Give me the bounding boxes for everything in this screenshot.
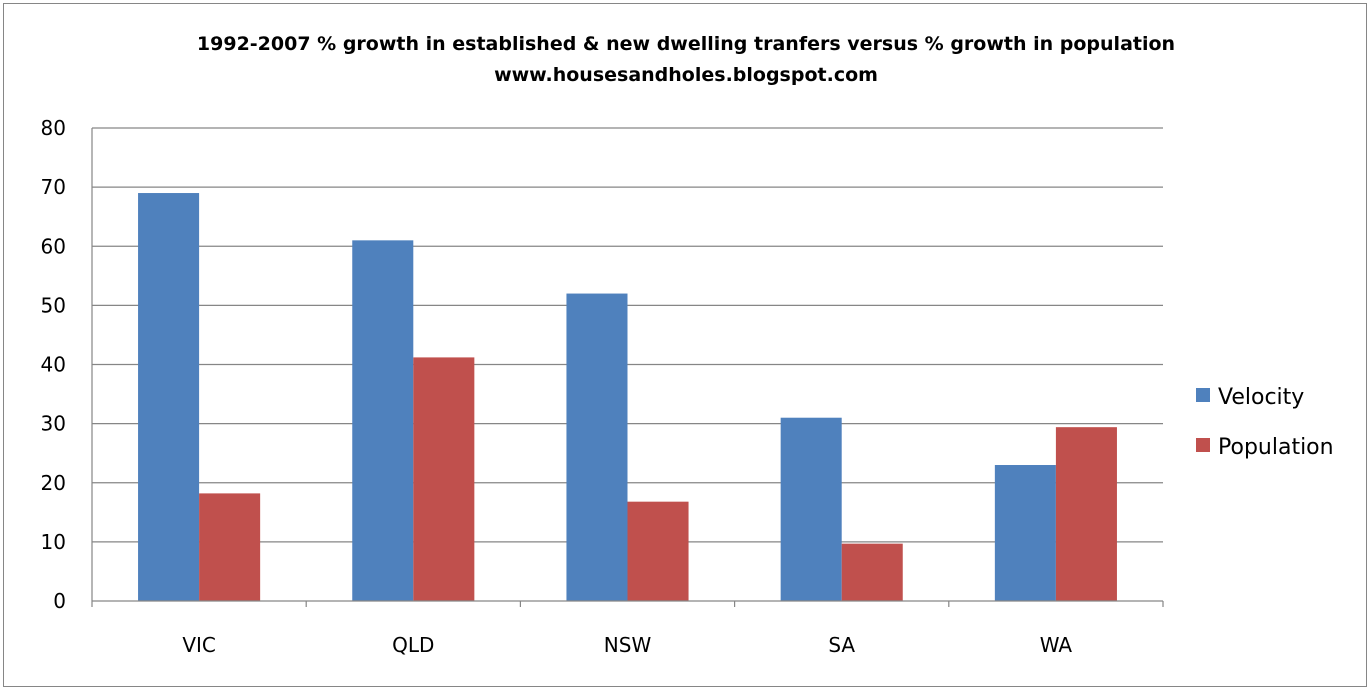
y-tick-label: 60 bbox=[41, 234, 66, 258]
chart-title: 1992-2007 % growth in established & new … bbox=[197, 33, 1175, 55]
bar-velocity-sa bbox=[780, 417, 842, 601]
y-tick-label: 0 bbox=[53, 589, 66, 613]
axes: 0 10 20 30 40 50 60 70 80 VIC QLD NSW SA WA bbox=[41, 116, 1164, 657]
bars bbox=[138, 193, 1117, 601]
legend-label-population: Population bbox=[1218, 435, 1334, 460]
legend: Velocity Population bbox=[1196, 385, 1334, 460]
x-tick-label: WA bbox=[1040, 633, 1073, 657]
x-tick-label: NSW bbox=[604, 633, 652, 657]
bar-population-qld bbox=[413, 357, 475, 601]
bar-velocity-nsw bbox=[566, 293, 628, 601]
y-tick-label: 70 bbox=[41, 175, 66, 199]
bar-population-sa bbox=[841, 543, 903, 601]
y-tick-label: 40 bbox=[41, 353, 66, 377]
legend-label-velocity: Velocity bbox=[1218, 385, 1304, 410]
bar-velocity-wa bbox=[994, 465, 1056, 601]
bar-velocity-qld bbox=[352, 240, 414, 601]
x-tick-label: QLD bbox=[392, 633, 434, 657]
bar-population-nsw bbox=[627, 501, 689, 601]
chart-subtitle: www.housesandholes.blogspot.com bbox=[494, 64, 878, 86]
y-tick-label: 80 bbox=[41, 116, 66, 140]
x-tick-label: SA bbox=[828, 633, 855, 657]
y-tick-label: 50 bbox=[41, 293, 66, 317]
bar-population-vic bbox=[199, 493, 261, 601]
bar-population-wa bbox=[1055, 427, 1117, 601]
y-tick-label: 10 bbox=[41, 530, 66, 554]
x-tick-label: VIC bbox=[182, 633, 216, 657]
legend-swatch-population bbox=[1196, 438, 1210, 452]
y-tick-label: 30 bbox=[41, 412, 66, 436]
legend-swatch-velocity bbox=[1196, 388, 1210, 402]
bar-velocity-vic bbox=[138, 193, 200, 601]
y-tick-label: 20 bbox=[41, 471, 66, 495]
